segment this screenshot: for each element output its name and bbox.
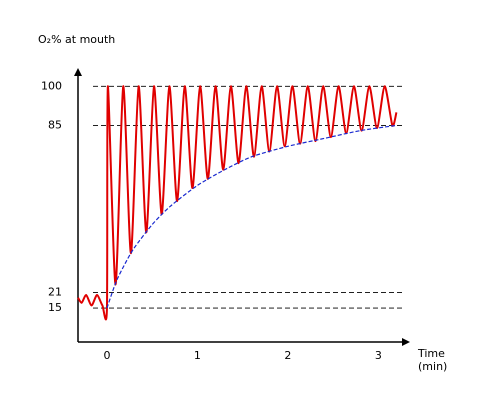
x-tick-label: 3 xyxy=(375,349,382,362)
y-tick-label: 85 xyxy=(48,118,62,131)
x-axis-label: (min) xyxy=(418,360,447,373)
y-tick-label: 100 xyxy=(41,79,62,92)
y-axis-label: O₂% at mouth xyxy=(38,33,115,46)
x-axis-arrow xyxy=(402,338,410,346)
line-series xyxy=(77,85,398,321)
x-tick-label: 0 xyxy=(103,349,110,362)
x-axis-label: Time xyxy=(417,347,445,360)
y-axis-arrow xyxy=(74,68,82,76)
line-series xyxy=(106,124,397,309)
y-tick-label: 21 xyxy=(48,285,62,298)
x-tick-label: 1 xyxy=(194,349,201,362)
x-tick-label: 2 xyxy=(284,349,291,362)
y-tick-label: 15 xyxy=(48,301,62,314)
